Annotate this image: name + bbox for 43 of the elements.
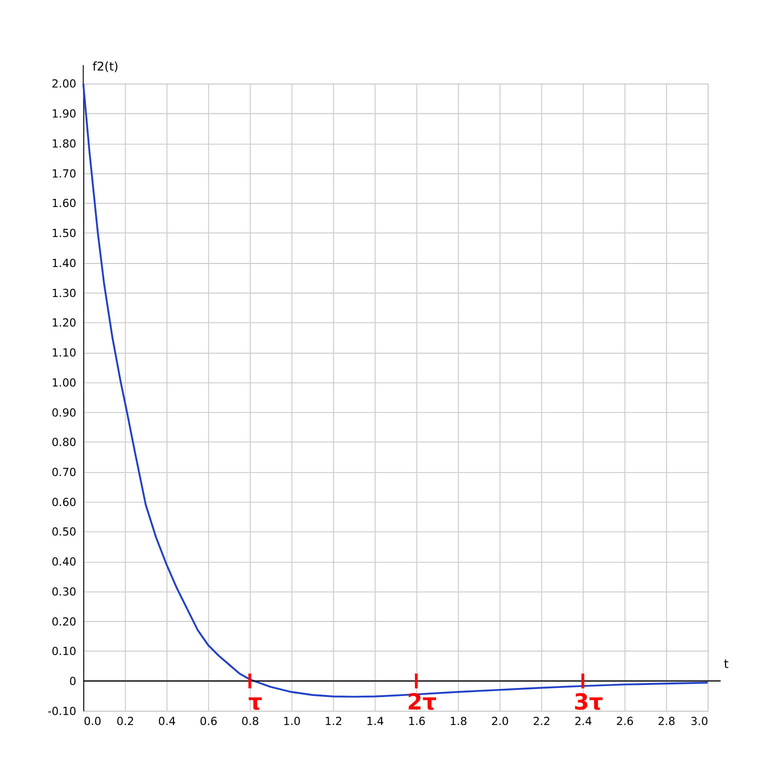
y-tick-label: 1.40 (52, 256, 76, 270)
y-tick-label: 1.00 (52, 376, 76, 390)
y-tick-label: 1.80 (52, 137, 76, 150)
x-tick-label: 1.4 (366, 715, 384, 728)
x-tick-label: 0.4 (158, 715, 176, 728)
ref-line-label: τ (248, 690, 262, 716)
y-tick-label: 0 (69, 675, 76, 688)
y-tick-label: 1.30 (52, 286, 76, 300)
y-tick-label: 0.10 (52, 645, 76, 658)
x-tick-label: 0.2 (116, 715, 134, 728)
x-tick-label: 2.2 (532, 715, 550, 728)
x-tick-label: 0.8 (241, 715, 260, 728)
y-axis-title: f2(t) (92, 60, 118, 74)
x-tick-label: 1.0 (283, 715, 301, 728)
x-tick-label: 2.6 (616, 715, 634, 728)
y-tick-label: 1.70 (52, 167, 76, 180)
x-tick-label: 2.8 (658, 715, 676, 728)
y-tick-label: -0.10 (48, 704, 76, 718)
x-tick-label: 2.4 (574, 715, 592, 728)
y-tick-label: 0.90 (52, 406, 76, 420)
x-axis-title: t (724, 656, 729, 671)
ref-line-label: 3τ (574, 690, 604, 716)
y-tick-label: 2.00 (52, 78, 76, 91)
x-tick-label: 0.0 (84, 715, 102, 728)
y-tick-label: 0.50 (52, 526, 76, 539)
x-tick-label: 0.6 (200, 715, 218, 728)
y-tick-label: 0.40 (52, 556, 76, 569)
y-tick-label: 0.70 (52, 466, 76, 480)
y-tick-label: 1.50 (52, 227, 76, 240)
y-tick-label: 1.10 (52, 346, 76, 360)
x-tick-label: 2.0 (491, 715, 509, 728)
y-tick-label: 0.20 (52, 615, 76, 628)
y-tick-label: 0.30 (52, 585, 76, 598)
y-tick-label: 0.80 (52, 436, 76, 450)
x-tick-label: 1.6 (408, 715, 426, 728)
x-tick-label: 1.2 (324, 715, 342, 728)
x-tick-label: 3.0 (690, 715, 708, 728)
x-tick-label: 1.8 (450, 715, 468, 728)
y-tick-label: 1.20 (52, 316, 76, 330)
y-tick-label: 0.60 (52, 496, 76, 509)
ref-line-label: 2τ (407, 690, 437, 716)
y-tick-label: 1.90 (52, 108, 76, 121)
y-tick-label: 1.60 (52, 197, 76, 210)
